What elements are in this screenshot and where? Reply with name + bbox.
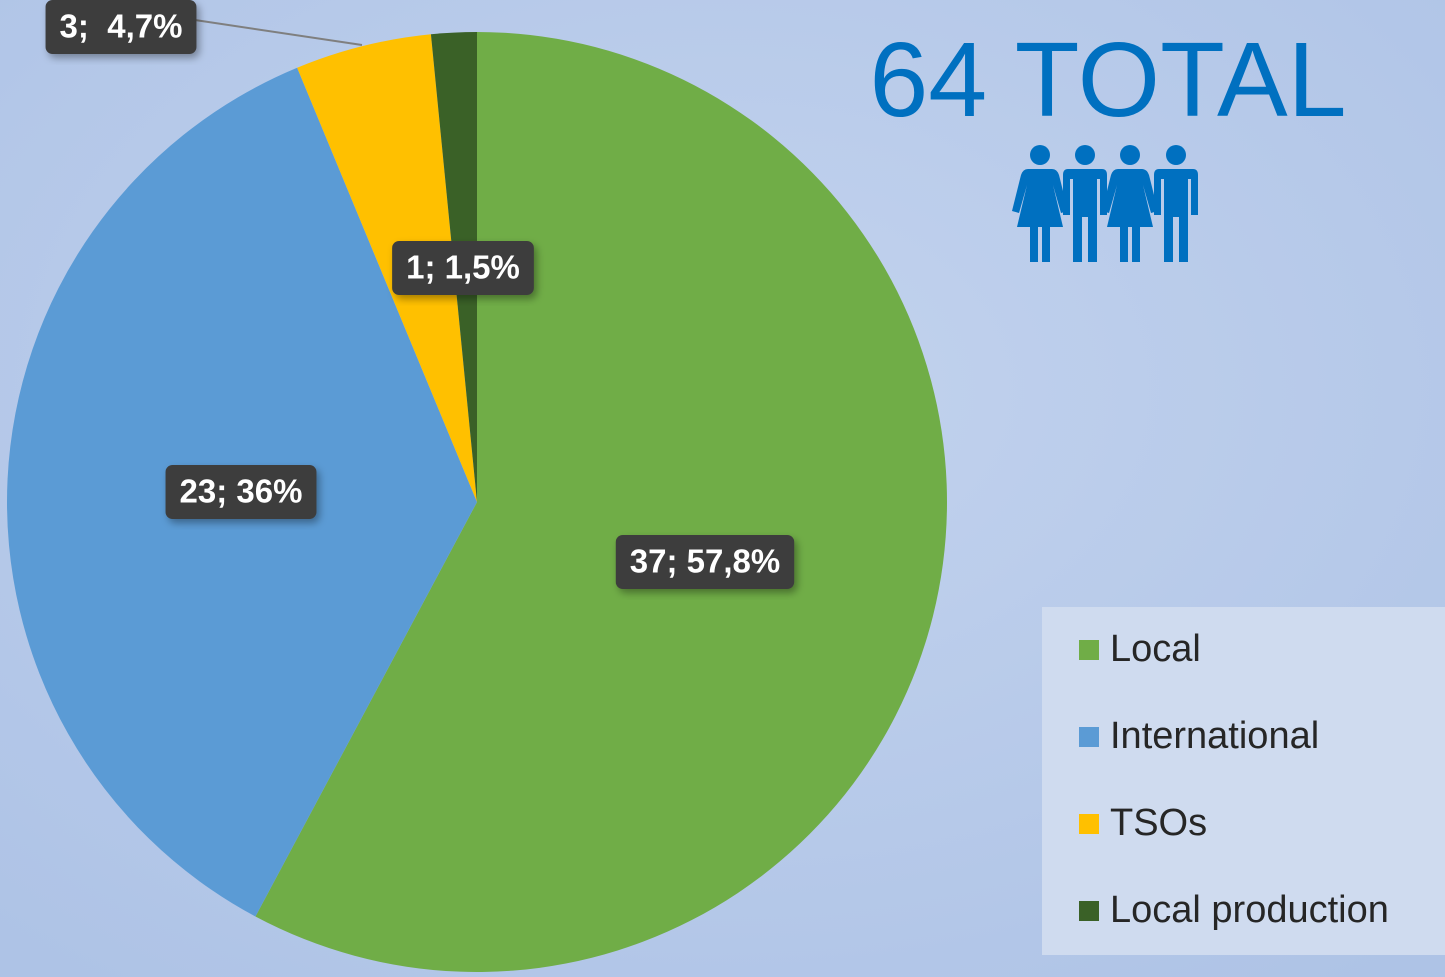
legend: Local International TSOs Local production [1079, 628, 1389, 931]
data-label-text: 1; 1,5% [406, 249, 520, 286]
chart-title: 64 TOTAL [869, 21, 1346, 139]
legend-swatch [1079, 727, 1099, 747]
legend-swatch [1079, 814, 1099, 834]
legend-swatch [1079, 901, 1099, 921]
data-label-box [45, 0, 197, 54]
data-label-box [392, 241, 534, 295]
pie-slice [255, 32, 948, 972]
data-label-text: 37; 57,8% [630, 543, 780, 580]
legend-label: International [1110, 715, 1319, 757]
legend-label: Local production [1110, 889, 1389, 931]
legend-label: Local [1110, 628, 1201, 670]
data-label: 37; 57,8% [615, 535, 795, 589]
legend-label: TSOs [1110, 802, 1207, 844]
data-label-box [165, 465, 317, 519]
leader-line [194, 19, 363, 46]
data-label-text: 3; 4,7% [60, 8, 183, 45]
pie [7, 32, 948, 972]
data-label-box [615, 535, 795, 589]
legend-swatch [1079, 640, 1099, 660]
data-label: 1; 1,5% [392, 241, 534, 295]
legend-box [1042, 607, 1445, 955]
data-label: 3; 4,7% [45, 0, 197, 54]
data-labels: 37; 57,8% 23; 36% 3; 4,7% 1; 1,5% [45, 0, 795, 589]
pie-slice [297, 34, 477, 502]
data-label: 23; 36% [165, 465, 317, 519]
data-label-text: 23; 36% [180, 473, 303, 510]
